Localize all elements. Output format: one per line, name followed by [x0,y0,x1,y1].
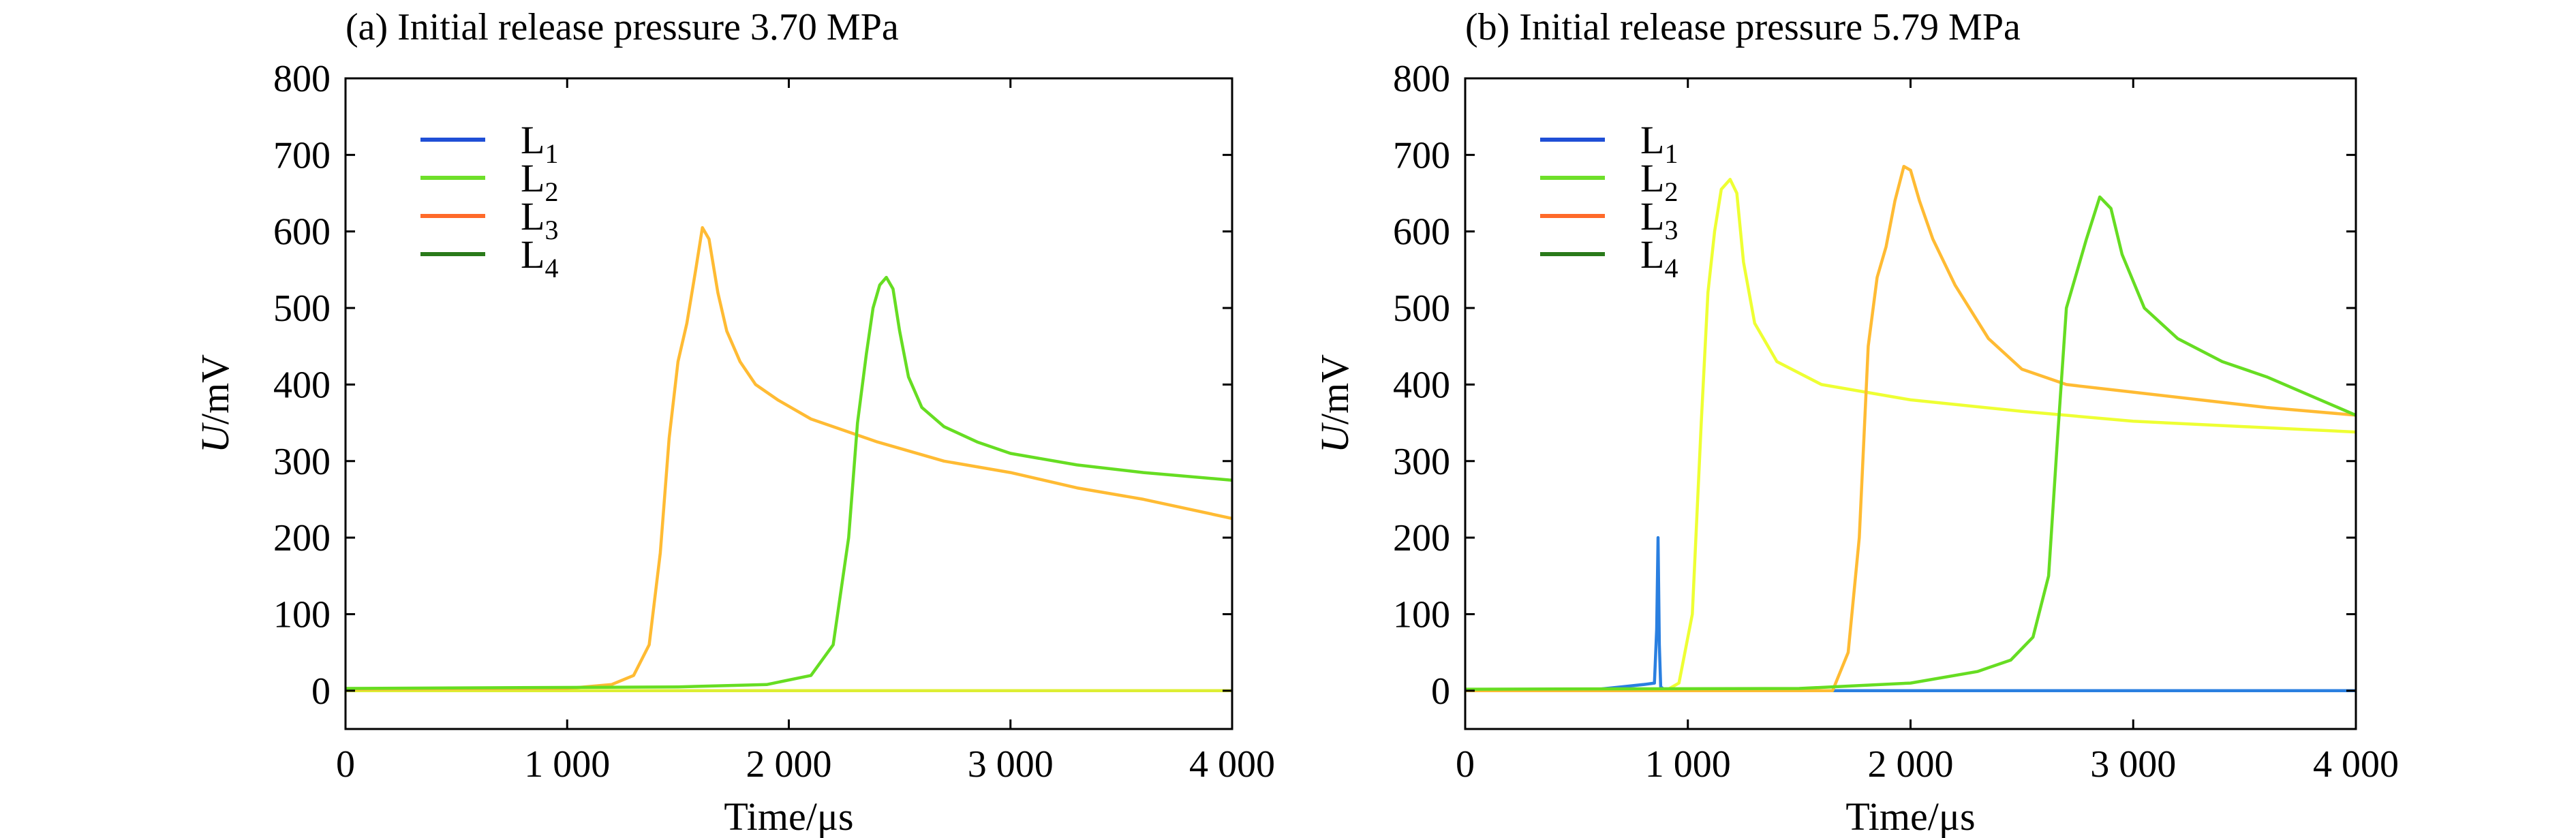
y-tick-label: 200 [273,517,331,559]
x-tick-label: 0 [336,743,355,786]
chart-panel-a: (a) Initial release pressure 3.70 MPa 0 1 … [193,6,1275,838]
x-tick-label: 1 000 [524,743,610,786]
x-tick-label: 2 000 [1868,743,1954,786]
y-tick-label: 200 [1393,517,1450,559]
y-tick-label: 400 [1393,364,1450,406]
x-tick-label: 4 000 [2313,743,2399,786]
x-axis-label: Time/μs [724,794,853,838]
y-tick-label: 0 [1431,670,1450,713]
x-tick-label: 1 000 [1645,743,1731,786]
y-tick-label: 800 [1393,58,1450,100]
x-axis-label: Time/μs [1845,794,1975,838]
series-line-3 [1465,164,2356,693]
x-tick-label: 3 000 [2090,743,2176,786]
y-tick-label: 100 [273,593,331,636]
legend-label-3: L3 [1640,194,1678,245]
legend-label-2: L2 [1640,156,1678,207]
series-line-2 [346,226,1232,691]
series-line-2 [1465,178,2356,693]
y-tick-label: 700 [1393,134,1450,176]
series-line-3 [346,275,1232,690]
chart-title: (a) Initial release pressure 3.70 MPa [346,6,899,48]
x-tick-label: 2 000 [746,743,832,786]
x-tick-label: 3 000 [968,743,1054,786]
series-line-4 [1465,195,2356,691]
plot-lines [1465,164,2356,693]
series-line-1 [1465,536,2356,693]
y-tick-label: 100 [1393,593,1450,636]
legend-label-1: L1 [521,118,558,169]
y-tick-label: 500 [1393,288,1450,330]
legend-label-4: L4 [521,232,558,283]
y-tick-label: 300 [1393,441,1450,483]
chart-title: (b) Initial release pressure 5.79 MPa [1465,6,2021,48]
y-tick-label: 700 [273,134,331,176]
y-tick-label: 800 [273,58,331,100]
y-tick-label: 0 [311,670,331,713]
legend-label-4: L4 [1640,232,1678,283]
legend-label-2: L2 [521,156,558,207]
y-axis-label: U/mV [1313,354,1357,453]
x-tick-label: 4 000 [1189,743,1275,786]
legend-label-3: L3 [521,194,558,245]
y-tick-label: 500 [273,288,331,330]
y-tick-label: 600 [1393,211,1450,253]
chart-panel-b: (b) Initial release pressure 5.79 MPa 0 1 … [1313,6,2399,838]
legend-label-1: L1 [1640,118,1678,169]
y-tick-label: 400 [273,364,331,406]
y-tick-label: 300 [273,441,331,483]
x-tick-label: 0 [1456,743,1475,786]
y-tick-label: 600 [273,211,331,253]
plot-lines [346,226,1232,693]
y-axis-label: U/mV [193,354,237,453]
